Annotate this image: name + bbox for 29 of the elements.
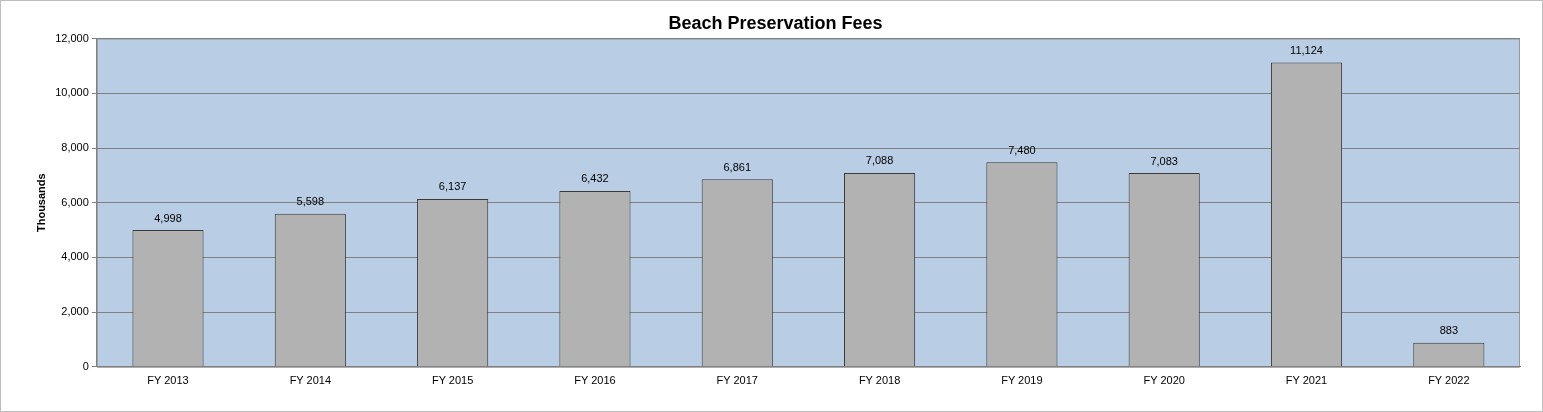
y-tick-label: 10,000 xyxy=(55,86,89,99)
data-label: 6,861 xyxy=(723,160,752,173)
y-tick-label: 4,000 xyxy=(61,250,89,263)
data-label: 11,124 xyxy=(1290,44,1323,57)
x-tick-label: FY 2022 xyxy=(1428,374,1470,387)
x-tick-label: FY 2020 xyxy=(1143,374,1185,387)
y-tick-label: 6,000 xyxy=(61,195,89,208)
y-tick-label: 8,000 xyxy=(61,141,89,154)
y-tick-label: 2,000 xyxy=(61,305,89,318)
x-tick-label: FY 2021 xyxy=(1285,374,1328,387)
y-axis-title: Thousands xyxy=(34,173,47,233)
data-label: 4,998 xyxy=(154,211,182,224)
data-label: 7,088 xyxy=(865,154,894,167)
x-tick-label: FY 2019 xyxy=(1001,374,1043,387)
data-label: 883 xyxy=(1439,324,1459,337)
data-label: 7,480 xyxy=(1008,143,1036,156)
data-label: 5,598 xyxy=(296,195,325,208)
x-tick-label: FY 2017 xyxy=(716,374,758,387)
data-label: 6,432 xyxy=(581,172,609,185)
data-label: 6,137 xyxy=(438,180,467,193)
x-tick-label: FY 2013 xyxy=(147,374,189,387)
x-tick-label: FY 2018 xyxy=(858,374,901,387)
x-tick-label: FY 2015 xyxy=(431,374,474,387)
x-tick-label: FY 2014 xyxy=(289,374,332,387)
chart-title: Beach Preservation Fees xyxy=(668,12,883,33)
y-tick-label: 12,000 xyxy=(55,31,89,44)
data-label: 7,083 xyxy=(1150,154,1178,167)
x-tick-label: FY 2016 xyxy=(574,374,616,387)
y-tick-label: 0 xyxy=(82,359,89,372)
